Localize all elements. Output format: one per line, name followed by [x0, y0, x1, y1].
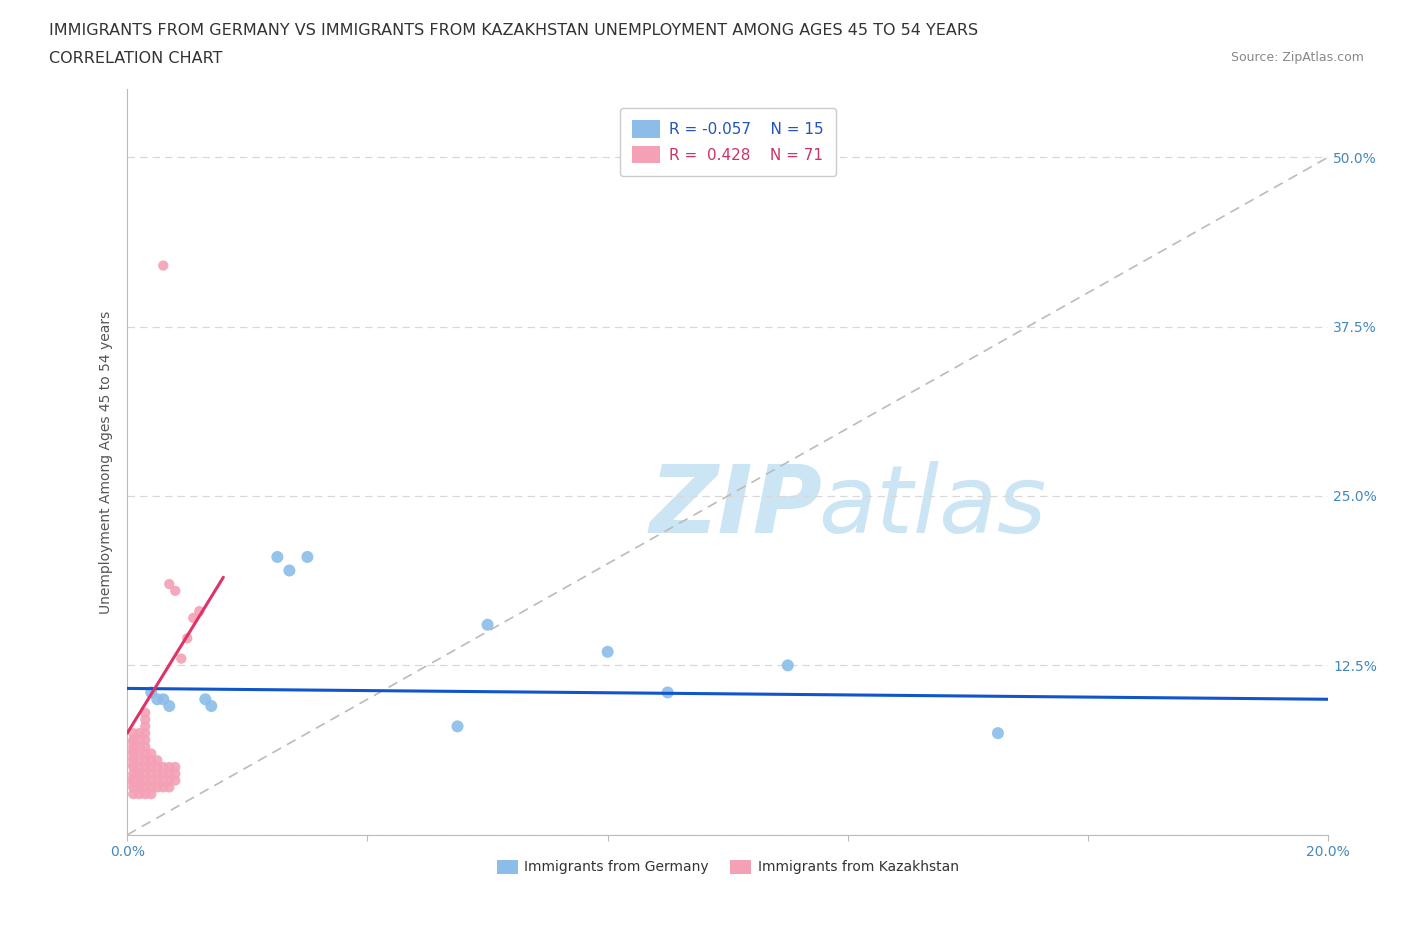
Point [122, 776, 145, 790]
Point [146, 766, 169, 781]
Point [134, 773, 156, 788]
Point [157, 766, 180, 781]
Point [134, 705, 156, 720]
Point [134, 712, 156, 727]
Point [141, 752, 163, 767]
Point [170, 651, 193, 666]
Point [128, 733, 150, 748]
Point [141, 780, 163, 795]
Point [596, 644, 619, 659]
Point [152, 760, 174, 775]
Point [128, 725, 150, 740]
Point [134, 780, 156, 795]
Text: ZIP: ZIP [650, 460, 823, 552]
Point [122, 739, 145, 754]
Point [446, 719, 468, 734]
Point [128, 780, 150, 795]
Point [141, 766, 163, 781]
Point [987, 725, 1010, 740]
Point [146, 760, 169, 775]
Point [134, 766, 156, 781]
Point [141, 773, 163, 788]
Point [122, 770, 145, 785]
Point [128, 739, 150, 754]
Text: CORRELATION CHART: CORRELATION CHART [49, 51, 222, 66]
Point [122, 733, 145, 748]
Point [165, 773, 187, 788]
Point [128, 773, 150, 788]
Point [181, 610, 204, 625]
Text: IMMIGRANTS FROM GERMANY VS IMMIGRANTS FROM KAZAKHSTAN UNEMPLOYMENT AMONG AGES 45: IMMIGRANTS FROM GERMANY VS IMMIGRANTS FR… [49, 23, 979, 38]
Point [657, 685, 679, 700]
Point [122, 787, 145, 802]
Point [278, 563, 301, 578]
Point [134, 739, 156, 754]
Point [122, 752, 145, 767]
Point [141, 760, 163, 775]
Point [134, 719, 156, 734]
Legend: R = -0.057    N = 15, R =  0.428    N = 71: R = -0.057 N = 15, R = 0.428 N = 71 [620, 108, 835, 176]
Point [128, 766, 150, 781]
Point [157, 773, 180, 788]
Point [128, 776, 150, 790]
Point [122, 760, 145, 775]
Point [157, 577, 180, 591]
Point [128, 746, 150, 761]
Point [152, 692, 174, 707]
Point [122, 780, 145, 795]
Point [194, 692, 217, 707]
Point [152, 780, 174, 795]
Text: Source: ZipAtlas.com: Source: ZipAtlas.com [1230, 51, 1364, 64]
Point [134, 746, 156, 761]
Point [176, 631, 198, 645]
Point [122, 736, 145, 751]
Point [152, 773, 174, 788]
Point [134, 752, 156, 767]
Point [128, 752, 150, 767]
Point [122, 773, 145, 788]
Point [165, 766, 187, 781]
Point [188, 604, 211, 618]
Point [128, 770, 150, 785]
Point [776, 658, 799, 672]
Point [141, 787, 163, 802]
Point [128, 787, 150, 802]
Point [266, 550, 288, 565]
Point [200, 698, 222, 713]
Point [146, 692, 169, 707]
Point [157, 698, 180, 713]
Point [165, 583, 187, 598]
Point [134, 725, 156, 740]
Y-axis label: Unemployment Among Ages 45 to 54 years: Unemployment Among Ages 45 to 54 years [100, 311, 114, 614]
Point [122, 743, 145, 758]
Point [128, 760, 150, 775]
Point [141, 685, 163, 700]
Point [122, 751, 145, 765]
Point [165, 760, 187, 775]
Point [134, 733, 156, 748]
Point [157, 760, 180, 775]
Point [134, 760, 156, 775]
Point [122, 766, 145, 781]
Point [152, 259, 174, 273]
Point [152, 766, 174, 781]
Point [122, 725, 145, 740]
Point [146, 780, 169, 795]
Text: atlas: atlas [818, 461, 1046, 552]
Point [297, 550, 319, 565]
Point [134, 787, 156, 802]
Point [141, 746, 163, 761]
Point [157, 780, 180, 795]
Point [122, 746, 145, 761]
Point [146, 773, 169, 788]
Point [477, 618, 499, 632]
Point [122, 757, 145, 772]
Point [146, 752, 169, 767]
